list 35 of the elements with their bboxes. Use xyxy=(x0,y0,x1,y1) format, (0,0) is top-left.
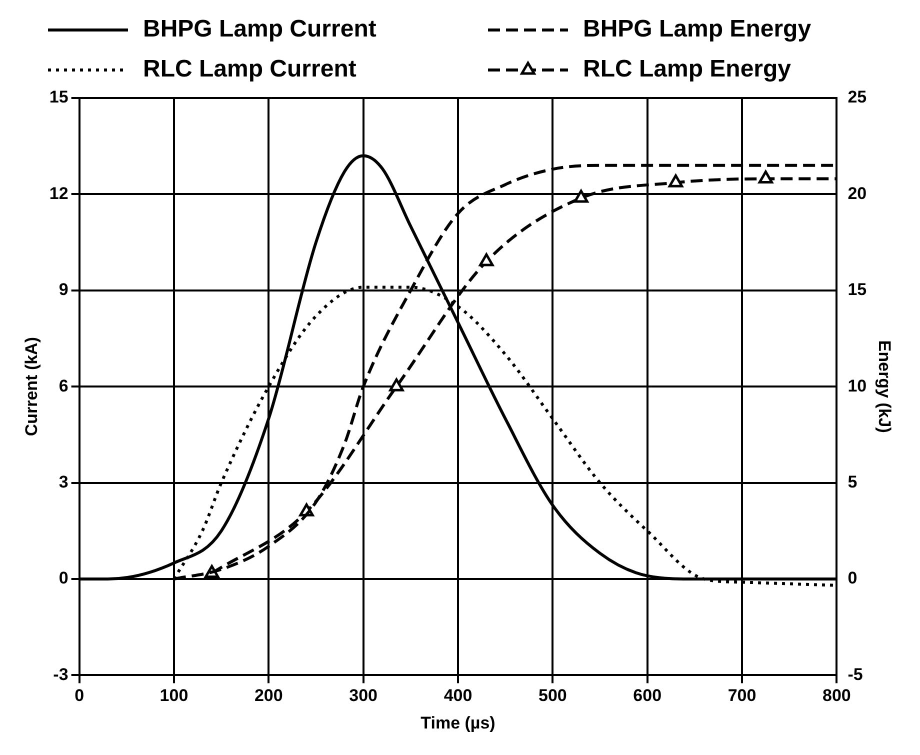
y2-tick-label: 10 xyxy=(848,376,867,396)
x-tick-label: 700 xyxy=(728,686,756,706)
legend-label: BHPG Lamp Energy xyxy=(583,16,812,43)
legend-label: BHPG Lamp Current xyxy=(143,16,376,43)
y-tick-label: 6 xyxy=(58,376,68,396)
y-tick-label: 9 xyxy=(58,280,68,300)
y2-tick-label: 5 xyxy=(848,472,858,492)
y2-tick-label: -5 xyxy=(848,664,863,684)
x-axis-title: Time (µs) xyxy=(420,713,496,732)
legend-label: RLC Lamp Current xyxy=(143,56,356,83)
y-tick-label: 3 xyxy=(58,472,68,492)
x-tick-label: 300 xyxy=(349,686,378,706)
legend-label: RLC Lamp Energy xyxy=(583,56,792,83)
y-tick-label: 12 xyxy=(49,184,68,203)
x-tick-label: 0 xyxy=(74,686,84,706)
y-tick-label: 0 xyxy=(58,568,68,588)
y2-tick-label: 25 xyxy=(848,88,867,107)
y2-axis-title: Energy (kJ) xyxy=(875,340,894,433)
x-tick-label: 200 xyxy=(254,686,283,706)
x-tick-label: 500 xyxy=(538,686,567,706)
y2-tick-label: 20 xyxy=(848,184,867,203)
y-tick-label: 15 xyxy=(49,88,68,107)
y-tick-label: -3 xyxy=(53,664,68,684)
y-axis-title: Current (kA) xyxy=(22,337,41,436)
point xyxy=(758,170,773,184)
x-tick-label: 800 xyxy=(822,686,851,706)
y2-tick-label: 0 xyxy=(848,568,858,588)
x-tick-label: 600 xyxy=(633,686,662,706)
point xyxy=(574,190,588,203)
point xyxy=(479,253,494,266)
point xyxy=(668,174,684,188)
x-tick-label: 100 xyxy=(160,686,188,706)
x-tick-label: 400 xyxy=(444,686,472,706)
point xyxy=(389,378,404,392)
y2-tick-label: 15 xyxy=(848,280,867,300)
